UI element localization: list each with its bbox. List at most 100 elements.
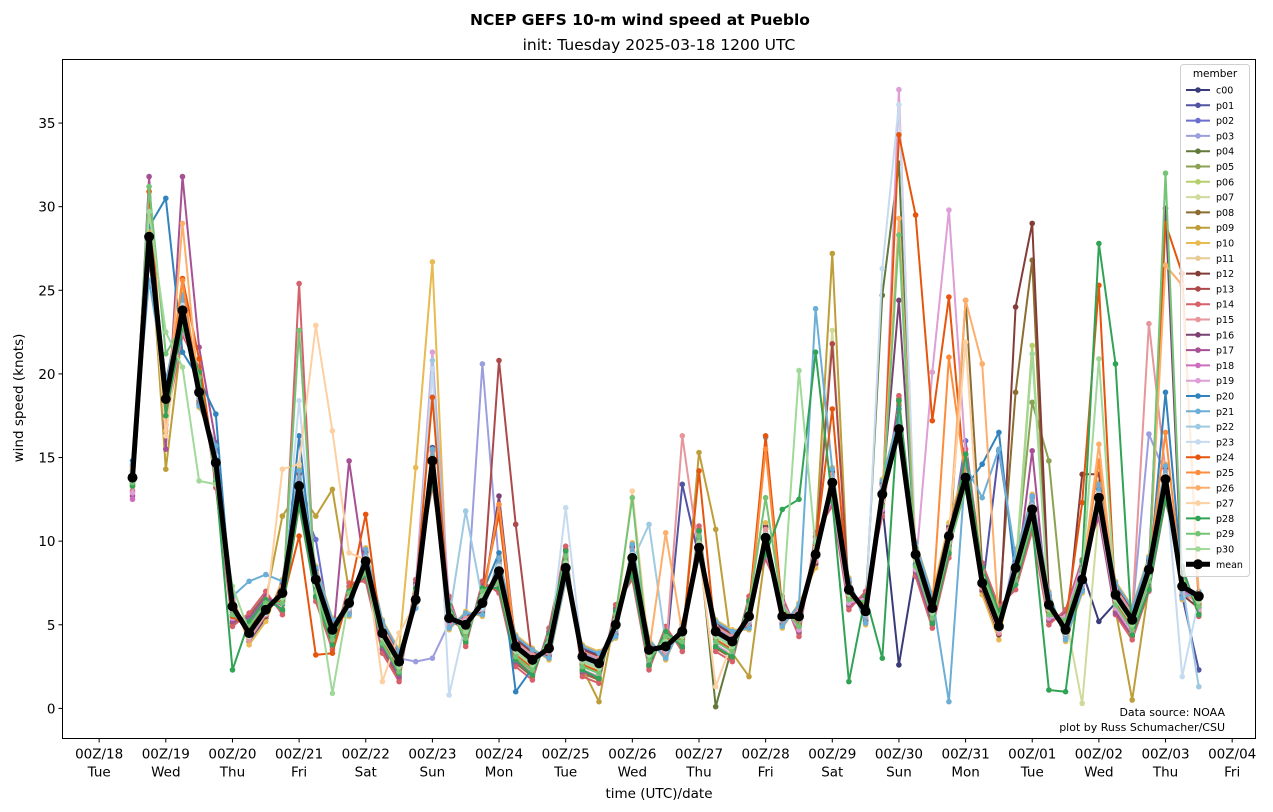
- data-point-p17: [1029, 448, 1035, 454]
- data-point-p29: [729, 648, 736, 655]
- data-point-p29: [329, 637, 336, 643]
- data-point-mean: [760, 532, 771, 543]
- legend-item-p08: p08: [1186, 208, 1234, 219]
- data-point-p28: [596, 675, 602, 682]
- data-point-p24: [329, 650, 336, 656]
- legend-item-p18: p18: [1186, 361, 1234, 372]
- data-point-p29: [596, 670, 602, 677]
- y-tick-label: 15: [38, 451, 55, 467]
- data-point-mean: [977, 578, 988, 588]
- data-point-p09: [329, 486, 336, 493]
- data-point-p24: [429, 394, 436, 401]
- data-point-mean: [1143, 564, 1154, 575]
- x-tick-label: 00Z/01: [1008, 747, 1056, 763]
- data-point-p29: [512, 653, 519, 660]
- x-tick-weekday: Thu: [219, 765, 245, 781]
- data-point-p28: [812, 349, 819, 356]
- data-point-p27: [313, 322, 319, 329]
- legend-label: p30: [1216, 545, 1234, 556]
- legend-item-p19: p19: [1186, 376, 1234, 387]
- data-point-p02: [313, 536, 319, 543]
- legend-label: p15: [1216, 315, 1234, 326]
- data-point-p14: [846, 606, 852, 613]
- data-point-mean: [410, 594, 421, 605]
- legend-swatch-marker: [1195, 163, 1201, 170]
- data-point-p28: [1112, 361, 1119, 367]
- data-point-mean: [660, 641, 671, 652]
- data-point-mean: [1177, 581, 1188, 592]
- data-point-mean: [160, 394, 171, 404]
- legend-swatch-marker: [1195, 87, 1201, 93]
- data-point-p24: [929, 417, 936, 424]
- legend-label: p08: [1216, 208, 1234, 219]
- legend-swatch-marker: [1195, 194, 1201, 200]
- data-point-p14: [679, 648, 686, 655]
- data-point-p07: [829, 327, 836, 334]
- legend-item-p29: p29: [1186, 529, 1234, 540]
- data-point-mean: [294, 481, 305, 491]
- data-point-p21: [946, 698, 952, 705]
- data-point-p28: [329, 642, 336, 648]
- legend-label: p27: [1216, 499, 1234, 510]
- data-point-p21: [546, 655, 552, 661]
- data-point-p29: [762, 494, 769, 501]
- data-point-p29: [629, 494, 636, 501]
- legend-item-mean: mean: [1186, 559, 1243, 571]
- data-point-p14: [929, 625, 936, 631]
- data-point-p21: [462, 610, 469, 616]
- legend-item-p03: p03: [1186, 131, 1234, 142]
- legend-swatch-marker: [1195, 515, 1201, 522]
- data-point-p23: [562, 504, 569, 511]
- legend-title: member: [1193, 68, 1238, 80]
- data-point-p29: [1129, 627, 1135, 633]
- legend-item-p16: p16: [1186, 330, 1234, 341]
- data-point-mean: [1027, 504, 1038, 515]
- legend-swatch-marker: [1195, 347, 1201, 353]
- data-point-p14: [712, 648, 719, 655]
- data-point-p20: [512, 688, 519, 695]
- data-point-p29: [163, 351, 169, 357]
- y-axis-label: wind speed (knots): [11, 334, 27, 463]
- data-point-p28: [779, 506, 786, 513]
- data-point-p28: [279, 606, 286, 613]
- plot-area: [127, 86, 1204, 710]
- legend-label: p13: [1216, 284, 1234, 295]
- legend-item-p26: p26: [1186, 483, 1234, 494]
- data-point-p29: [796, 623, 802, 630]
- data-point-p27: [346, 550, 352, 556]
- data-point-p09: [696, 449, 702, 456]
- legend-swatch-marker: [1195, 102, 1201, 109]
- data-point-p21: [729, 628, 736, 635]
- legend-swatch-marker: [1195, 546, 1201, 552]
- data-point-p26: [962, 297, 969, 304]
- data-point-p29: [479, 588, 486, 595]
- data-point-mean: [1193, 591, 1204, 602]
- data-point-p13: [496, 357, 502, 364]
- data-point-p28: [846, 678, 852, 685]
- credit-author: plot by Russ Schumacher/CSU: [1059, 721, 1225, 734]
- data-point-p24: [313, 652, 319, 658]
- x-tick-weekday: Thu: [1152, 765, 1178, 781]
- data-point-p23: [896, 101, 902, 108]
- legend-swatch-marker: [1195, 332, 1201, 338]
- data-point-p03: [412, 658, 419, 665]
- data-point-p19: [946, 207, 952, 213]
- data-point-p07: [1079, 700, 1085, 707]
- data-point-p21: [612, 633, 619, 640]
- legend-item-p14: p14: [1186, 300, 1234, 311]
- y-axis: 0 5 10 15 20 25 30 35: [38, 116, 63, 717]
- data-point-p23: [879, 265, 886, 272]
- data-point-p06: [1029, 342, 1035, 349]
- data-point-p29: [1196, 603, 1202, 610]
- data-point-p15: [1146, 320, 1152, 327]
- data-point-p25: [946, 354, 952, 361]
- data-point-mean: [777, 611, 788, 622]
- legend-label: p23: [1216, 437, 1234, 448]
- data-point-p29: [529, 667, 536, 673]
- data-point-p26: [1162, 262, 1169, 269]
- data-point-p21: [1096, 481, 1102, 488]
- data-point-mean: [127, 472, 138, 483]
- data-point-p28: [1046, 687, 1052, 693]
- data-point-p29: [712, 638, 719, 645]
- data-point-p30: [1029, 351, 1035, 357]
